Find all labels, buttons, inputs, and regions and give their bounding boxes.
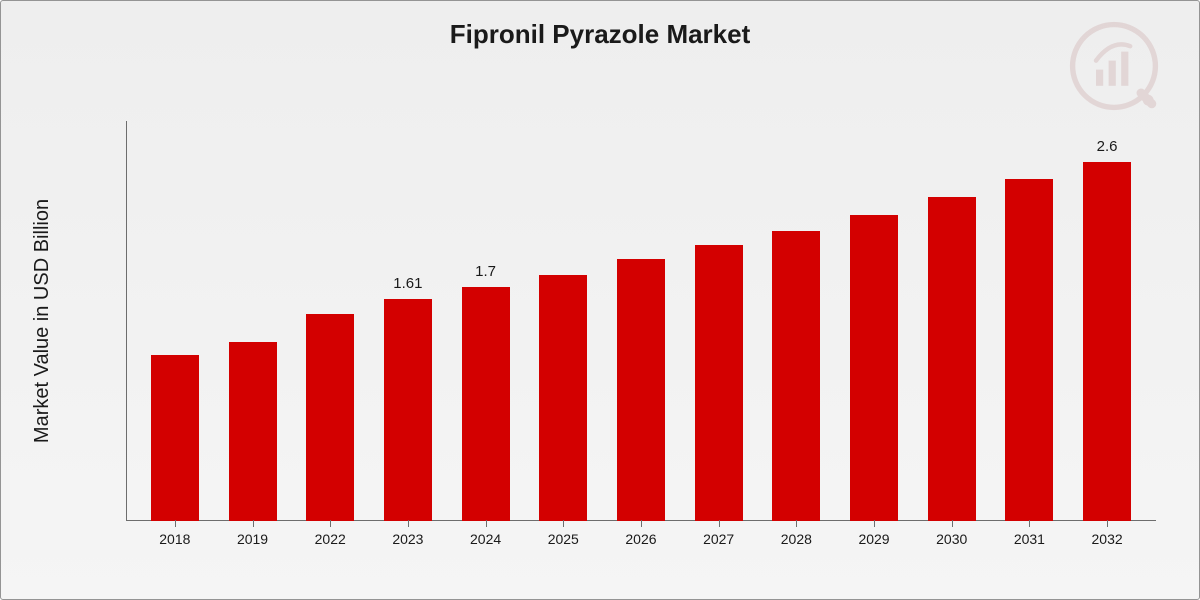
bar-value-label: 2.6: [1097, 138, 1118, 156]
bar-wrap: [151, 331, 199, 521]
bar-series: 1.61 1.7 2.6: [126, 121, 1156, 521]
tick-mark: [330, 520, 331, 527]
bar: [772, 231, 820, 521]
bar-value-label: 1.61: [393, 275, 422, 293]
x-tick-label: 2018: [159, 531, 190, 547]
x-tick-label: 2026: [625, 531, 656, 547]
x-tick-wrap: 2019: [229, 521, 277, 561]
bar-wrap: [695, 221, 743, 521]
x-tick-label: 2028: [781, 531, 812, 547]
tick-mark: [563, 520, 564, 527]
bar-wrap: [306, 290, 354, 521]
bar-wrap: [850, 191, 898, 521]
x-axis-ticks: 2018 2019 2022 2023 2024 2025 2026 2027 2028 2029…: [126, 521, 1156, 561]
bar-wrap: [617, 235, 665, 521]
bar-wrap: 1.7: [462, 263, 510, 521]
x-tick-label: 2019: [237, 531, 268, 547]
tick-mark: [253, 520, 254, 527]
bar: [617, 259, 665, 521]
bar: [1005, 179, 1053, 521]
x-tick-wrap: 2028: [772, 521, 820, 561]
bar-wrap: [1005, 155, 1053, 521]
x-tick-label: 2030: [936, 531, 967, 547]
chart-card: Fipronil Pyrazole Market Market Value in…: [0, 0, 1200, 600]
x-tick-wrap: 2031: [1005, 521, 1053, 561]
x-tick-label: 2023: [392, 531, 423, 547]
bar: [1083, 162, 1131, 521]
x-tick-wrap: 2027: [695, 521, 743, 561]
x-tick-wrap: 2024: [462, 521, 510, 561]
tick-mark: [175, 520, 176, 527]
x-tick-wrap: 2029: [850, 521, 898, 561]
tick-mark: [1029, 520, 1030, 527]
bar: [695, 245, 743, 521]
tick-mark: [952, 520, 953, 527]
bar: [462, 287, 510, 521]
bar-wrap: 2.6: [1083, 138, 1131, 521]
bar: [151, 355, 199, 521]
bar-wrap: [772, 207, 820, 521]
x-tick-wrap: 2018: [151, 521, 199, 561]
plot-area: 1.61 1.7 2.6: [126, 121, 1156, 521]
x-tick-label: 2031: [1014, 531, 1045, 547]
x-tick-label: 2029: [858, 531, 889, 547]
bar-value-label: 1.7: [475, 263, 496, 281]
watermark-icon: [1069, 21, 1159, 111]
x-tick-wrap: 2023: [384, 521, 432, 561]
x-tick-wrap: 2022: [306, 521, 354, 561]
bar: [928, 197, 976, 521]
bar: [229, 342, 277, 521]
bar-wrap: [229, 318, 277, 521]
bar-wrap: 1.61: [384, 275, 432, 521]
tick-mark: [1107, 520, 1108, 527]
chart-title: Fipronil Pyrazole Market: [1, 19, 1199, 50]
bar: [384, 299, 432, 521]
x-tick-wrap: 2026: [617, 521, 665, 561]
x-tick-label: 2032: [1092, 531, 1123, 547]
x-tick-label: 2024: [470, 531, 501, 547]
tick-mark: [408, 520, 409, 527]
x-tick-label: 2022: [315, 531, 346, 547]
y-axis-title: Market Value in USD Billion: [31, 121, 61, 521]
bar: [306, 314, 354, 521]
x-tick-label: 2027: [703, 531, 734, 547]
bar-wrap: [928, 173, 976, 521]
x-tick-wrap: 2030: [928, 521, 976, 561]
bar: [539, 275, 587, 521]
tick-mark: [486, 520, 487, 527]
x-tick-label: 2025: [548, 531, 579, 547]
x-tick-wrap: 2032: [1083, 521, 1131, 561]
bar: [850, 215, 898, 521]
tick-mark: [719, 520, 720, 527]
x-tick-wrap: 2025: [539, 521, 587, 561]
tick-mark: [874, 520, 875, 527]
tick-mark: [641, 520, 642, 527]
tick-mark: [796, 520, 797, 527]
bar-wrap: [539, 251, 587, 521]
